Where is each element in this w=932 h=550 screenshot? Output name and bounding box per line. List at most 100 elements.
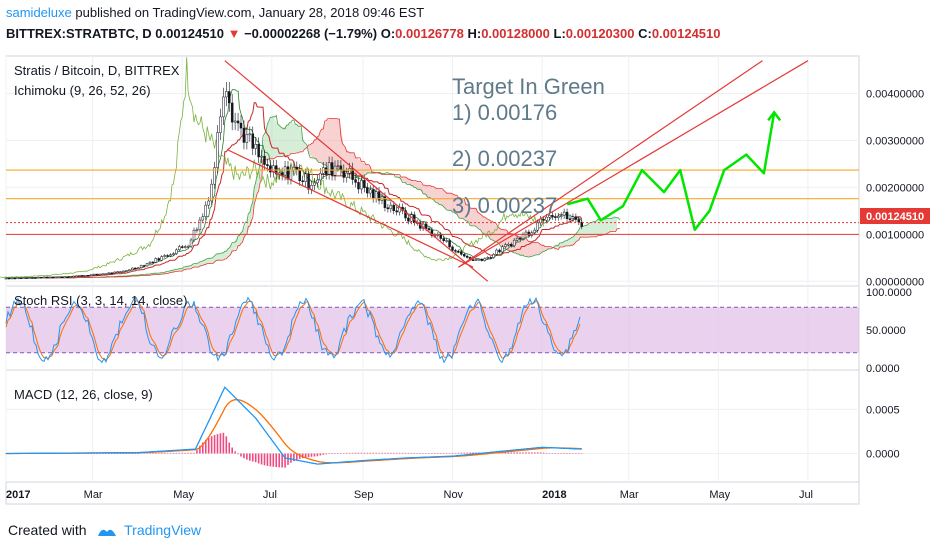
x-tick-label: Nov (444, 489, 464, 501)
macd-histogram-bar (454, 452, 457, 454)
ichimoku-cloud-segment (436, 188, 441, 205)
candle-body (169, 254, 172, 257)
ichimoku-cloud-segment (290, 122, 296, 154)
candle-body (395, 210, 398, 213)
macd-histogram-bar (542, 452, 545, 454)
ichimoku-cloud-segment (189, 263, 194, 269)
macd-histogram-bar (116, 453, 119, 454)
author-link[interactable]: samideluxe (6, 5, 72, 20)
macd-histogram-bar (184, 452, 186, 454)
candle-body (307, 173, 310, 190)
candle-body (213, 167, 216, 185)
candle-body (251, 133, 254, 149)
macd-histogram-bar (234, 451, 236, 454)
ichimoku-cloud-segment (414, 180, 419, 190)
candle-body (25, 277, 28, 279)
macd-histogram-bar (387, 452, 389, 454)
macd-histogram-bar (263, 453, 266, 466)
candle-body (495, 249, 498, 255)
candle-body (377, 191, 381, 201)
candle-body (148, 261, 152, 264)
candle-body (57, 276, 61, 279)
macd-histogram-bar (560, 453, 562, 454)
tradingview-brand-link[interactable]: TradingView (124, 522, 202, 538)
macd-histogram-bar (152, 453, 154, 454)
candle-body (371, 189, 375, 199)
candle-body (483, 258, 487, 261)
macd-histogram-bar (125, 453, 128, 454)
ichimoku-cloud-segment (330, 118, 335, 169)
ichimoku-cloud-segment (603, 218, 609, 235)
macd-histogram-bar (251, 453, 254, 462)
candle-body (51, 276, 55, 279)
candle-body (283, 166, 287, 176)
candle-body (477, 259, 481, 261)
macd-histogram-bar (260, 453, 263, 465)
macd-histogram-bar (246, 453, 248, 460)
candle-body (119, 271, 122, 273)
macd-histogram-bar (557, 453, 560, 454)
candle-body (107, 272, 111, 275)
macd-histogram-bar (254, 453, 257, 463)
ichimoku-cloud-segment (220, 251, 225, 261)
candle-body (324, 167, 328, 175)
candle-body (527, 231, 531, 236)
macd-histogram-bar (325, 453, 327, 455)
candle-body (239, 122, 243, 129)
last-price-badge-text: 0.00124510 (866, 211, 924, 223)
chart-canvas[interactable]: 2017 Mar May Jul Sep Nov 2018 Mar May Jul 0.000000… (0, 48, 932, 520)
macd-histogram-bar (310, 453, 313, 457)
macd-histogram-bar (287, 453, 289, 465)
macd-histogram-bar (504, 452, 507, 454)
candle-body (37, 276, 40, 279)
symbol-name: BITTREX:STRATBTC, D (6, 26, 152, 41)
macd-histogram-bar (228, 442, 231, 454)
candle-body (19, 277, 22, 280)
annotation-target-2: 2) 0.00237 (452, 146, 557, 171)
macd-histogram-bar (137, 453, 139, 454)
candle-body (545, 216, 548, 221)
candle-body (78, 275, 81, 277)
macd-histogram-bar (513, 452, 515, 454)
candle-body (186, 246, 190, 248)
candle-body (471, 259, 475, 261)
candle-body (95, 273, 99, 276)
macd-histogram-bar (249, 453, 251, 461)
candle-body (151, 261, 155, 264)
candle-body (577, 219, 581, 223)
ichimoku-cloud-segment (312, 136, 318, 161)
macd-histogram-bar (384, 452, 386, 454)
candle-body (45, 276, 49, 279)
x-tick-label: 2017 (6, 489, 30, 501)
macd-histogram-bar (202, 442, 204, 454)
macd-pane-title: MACD (12, 26, close, 9) (14, 387, 153, 402)
macd-histogram-bar (548, 453, 551, 454)
candle-body (198, 219, 202, 231)
macd-histogram-bar (213, 435, 216, 454)
created-with-text: Created with (8, 522, 87, 538)
macd-histogram-bar (105, 453, 107, 454)
macd-histogram-bar (507, 452, 510, 454)
candle-body (580, 221, 583, 227)
macd-histogram-bar (566, 453, 568, 454)
macd-histogram-bar (457, 452, 460, 454)
macd-histogram-bar (381, 452, 383, 454)
macd-histogram-bar (434, 453, 436, 454)
macd-histogram-bar (128, 453, 131, 454)
ichimoku-cloud-segment (268, 116, 274, 159)
macd-tick-label: 0.0005 (866, 404, 900, 416)
candle-body (248, 133, 252, 136)
macd-histogram-bar (419, 453, 421, 454)
macd-histogram-bar (398, 452, 401, 454)
candle-body (210, 183, 213, 202)
macd-histogram-bar (301, 453, 304, 459)
candle-body (157, 258, 160, 261)
footer: Created with TradingView (8, 522, 201, 538)
stoch-tick-label: 0.0000 (866, 363, 900, 375)
ichimoku-cloud-segment (520, 237, 525, 257)
ichimoku-label: Ichimoku (9, 26, 52, 26) (14, 83, 151, 98)
macd-histogram-bar (575, 453, 577, 454)
ichimoku-cloud-segment (273, 116, 278, 159)
macd-histogram-bar (275, 453, 278, 468)
price-tick-label: 0.00300000 (866, 135, 924, 147)
